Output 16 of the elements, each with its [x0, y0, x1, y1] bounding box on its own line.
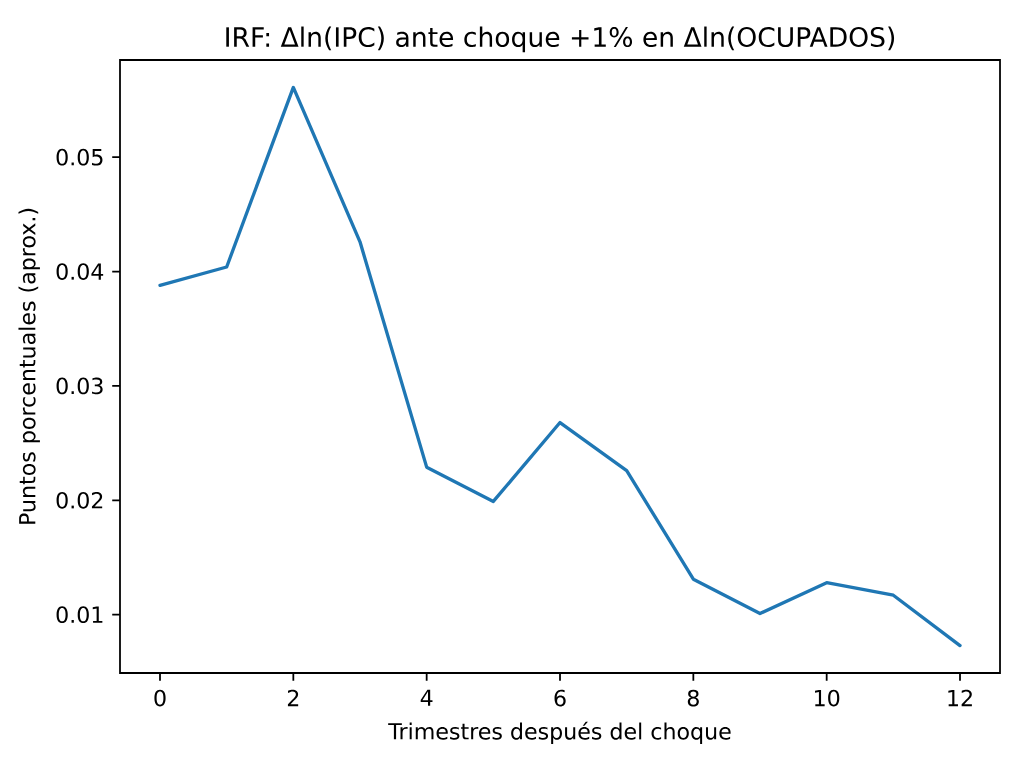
- chart-title: IRF: Δln(IPC) ante choque +1% en Δln(OCUPADOS): [226, 26, 895, 53]
- y-tick-label: 0.04: [56, 263, 104, 280]
- x-tick-label: 4: [420, 689, 433, 706]
- x-tick-label: 10: [815, 689, 840, 707]
- y-tick-label: 0.02: [56, 491, 103, 509]
- y-tick-label: 0.03: [56, 377, 103, 395]
- y-tick-label: 0.05: [56, 148, 103, 166]
- x-axis-title: Trimestres después del choque: [388, 721, 731, 744]
- y-axis-title: Puntos porcentuales (aprox.): [18, 208, 40, 524]
- x-tick-label: 12: [948, 689, 972, 707]
- x-tick-label: 0: [154, 689, 166, 707]
- x-tick-label: 8: [687, 689, 699, 707]
- x-tick-label: 6: [554, 689, 566, 707]
- y-tick-label: 0.01: [56, 606, 103, 624]
- x-tick-label: 2: [287, 689, 299, 707]
- line-series: [158, 85, 962, 648]
